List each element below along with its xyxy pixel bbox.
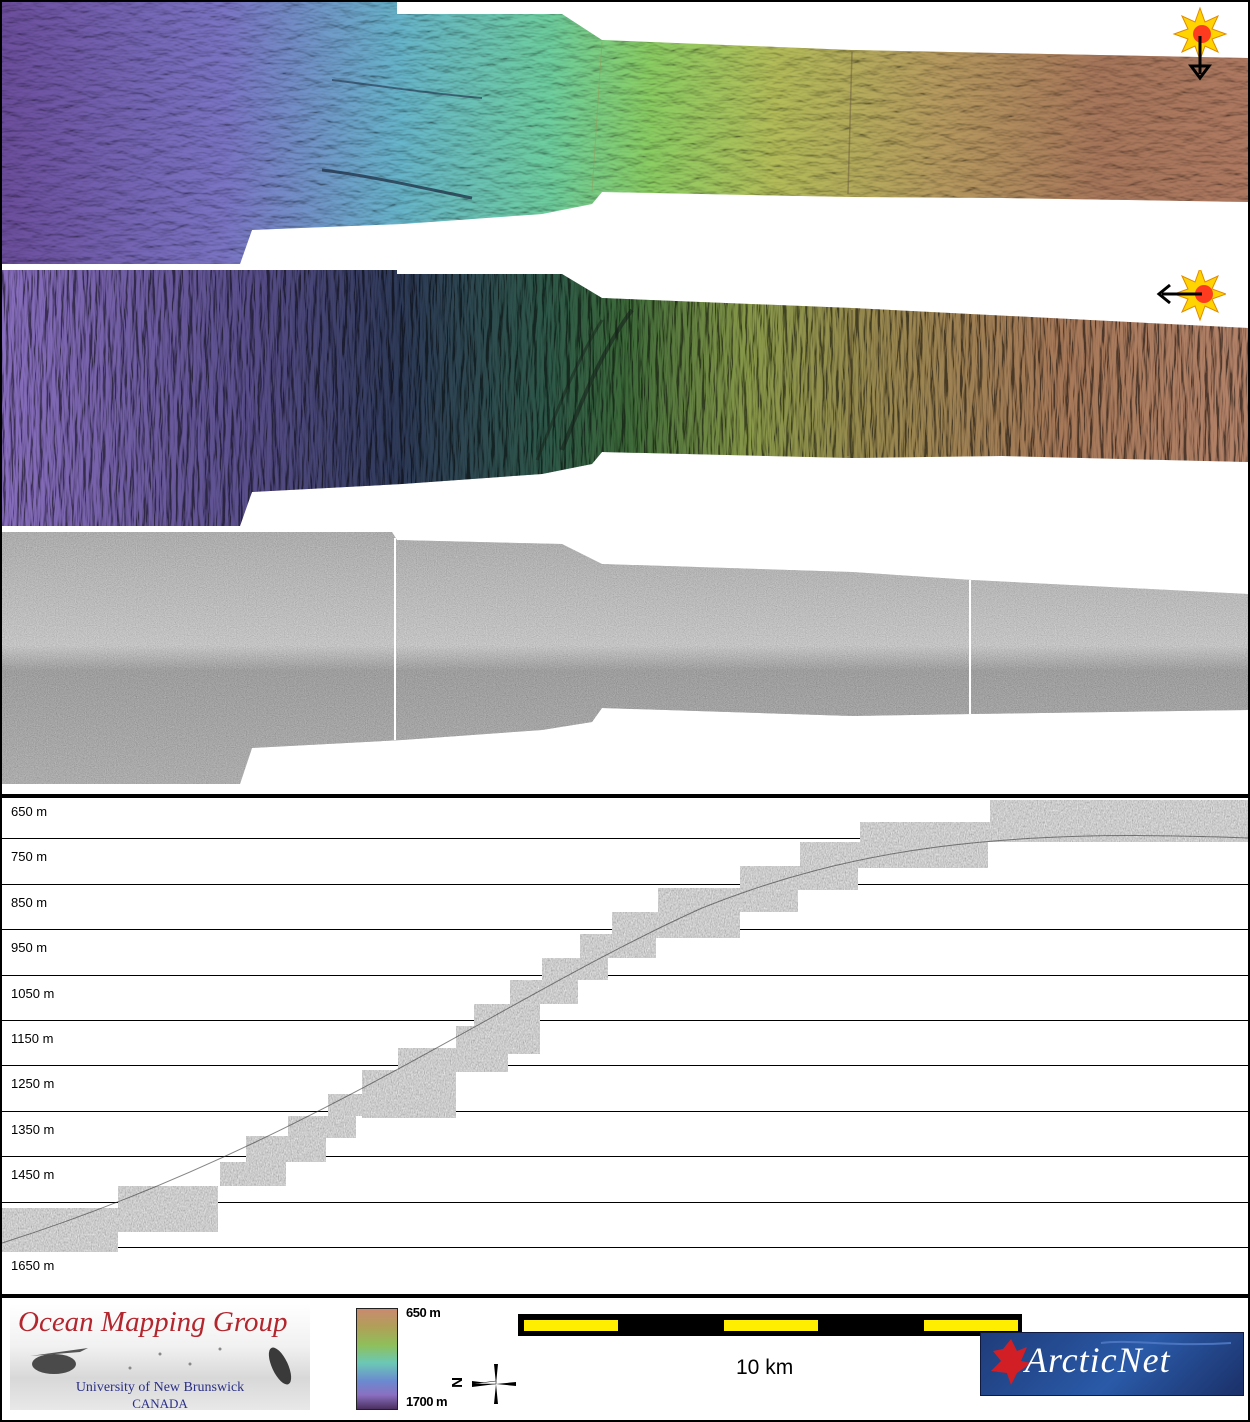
depth-colorbar (356, 1308, 398, 1410)
profile-strip (456, 1026, 540, 1054)
scale-bar (518, 1314, 1022, 1336)
profile-strip (362, 1070, 456, 1118)
shaded-relief-panel-top (2, 2, 1248, 264)
depth-gridline (2, 1020, 1248, 1021)
legend-bar: Ocean Mapping Group University of New Br… (2, 1298, 1248, 1418)
colorbar-bottom-label: 1700 m (406, 1394, 448, 1409)
sun-icon (1172, 6, 1228, 81)
depth-gridline (2, 838, 1248, 840)
backscatter-panel (2, 532, 1248, 792)
depth-label: 650 m (11, 804, 48, 819)
depth-gridline (2, 1247, 1248, 1248)
separator (0, 794, 1250, 798)
scale-label: 10 km (736, 1356, 794, 1379)
scale-segment (524, 1320, 618, 1331)
depth-profile: 650 m 750 m 850 m 950 m 1050 m 1150 m 1250 m 13… (2, 798, 1248, 1294)
depth-gridline (2, 974, 1248, 976)
separator (0, 1294, 1250, 1298)
depth-label: 950 m (11, 940, 48, 956)
logo-graphic (30, 1347, 292, 1385)
depth-gridline (2, 1156, 1248, 1158)
depth-gridline (2, 883, 1248, 885)
scale-segment (724, 1320, 818, 1331)
logo-university: University of New Brunswick (75, 1380, 245, 1395)
depth-label: 750 m (11, 849, 48, 865)
profile-strip (220, 1162, 286, 1186)
profile-strips (2, 800, 1248, 1252)
partner-logo-text: ArcticNet (1025, 1340, 1171, 1380)
profile-strip (2, 1208, 118, 1252)
north-arrow: N (448, 1358, 520, 1410)
relief-map-top (2, 2, 1248, 264)
depth-gridline (2, 1110, 1248, 1112)
profile-strip (288, 1116, 356, 1138)
profile-strip (658, 888, 798, 912)
profile-strip (612, 912, 740, 938)
profile-strip (246, 1136, 326, 1162)
profile-strip (800, 842, 988, 868)
relief-map-middle (2, 270, 1248, 526)
profile-strip (510, 980, 578, 1004)
sun-icon (1156, 270, 1226, 322)
depth-label: 1150 m (11, 1031, 54, 1046)
logo-title: Ocean Mapping Group (18, 1306, 288, 1338)
logo-country: CANADA (132, 1396, 188, 1411)
depth-label: 1050 m (11, 985, 55, 1001)
depth-gridline (2, 1065, 1248, 1067)
north-label: N (448, 1377, 466, 1388)
depth-label: 1250 m (11, 1076, 55, 1092)
profile-strip (474, 1004, 540, 1026)
depth-label: 1650 m (11, 1258, 55, 1273)
depth-label: 850 m (11, 894, 48, 910)
profile-strip (740, 866, 858, 890)
profile-strip (118, 1186, 218, 1232)
colorbar-top-label: 650 m (406, 1305, 441, 1320)
arcticnet-logo: ArcticNet (980, 1332, 1244, 1396)
shaded-relief-panel-middle (2, 270, 1248, 526)
scale-segment (924, 1320, 1018, 1331)
depth-label: 1450 m (11, 1167, 55, 1183)
backscatter-map (2, 532, 1248, 784)
ocean-mapping-group-logo: Ocean Mapping Group University of New Br… (10, 1304, 310, 1411)
profile-strip (990, 800, 1248, 842)
profile-strip (542, 958, 608, 980)
depth-gridline (2, 1201, 1248, 1203)
depth-label: 1350 m (11, 1121, 55, 1137)
